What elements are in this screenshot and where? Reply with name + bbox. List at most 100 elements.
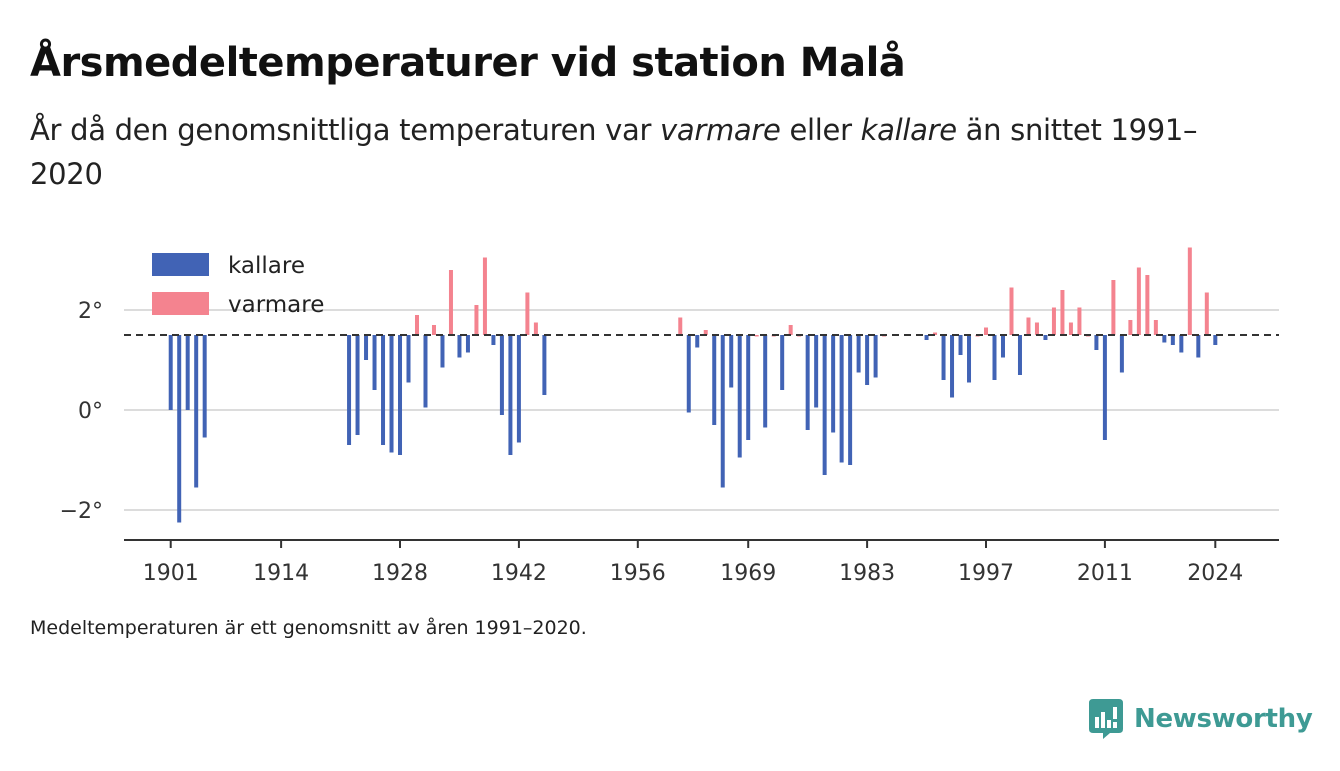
bar-kallare — [542, 335, 547, 395]
x-tick-label: 1997 — [958, 561, 1014, 586]
bar-kallare — [1179, 335, 1184, 353]
bar-varmare — [1204, 292, 1209, 335]
bar-varmare — [431, 325, 436, 335]
x-tick-label: 1983 — [839, 561, 895, 586]
bar-varmare — [1153, 320, 1158, 335]
bar-varmare — [414, 315, 419, 335]
bar-varmare — [1009, 287, 1014, 335]
bar-varmare — [1051, 307, 1056, 335]
bar-kallare — [958, 335, 963, 355]
bar-kallare — [465, 335, 470, 353]
bar-kallare — [194, 335, 199, 488]
y-tick-label: −2° — [60, 499, 103, 524]
bar-kallare — [347, 335, 352, 445]
bar-kallare — [1119, 335, 1124, 373]
bar-kallare — [457, 335, 462, 358]
bar-varmare — [1128, 320, 1133, 335]
bar-kallare — [1102, 335, 1107, 440]
bar-kallare — [398, 335, 403, 455]
bar-kallare — [1094, 335, 1099, 350]
bar-kallare — [1170, 335, 1175, 345]
bar-kallare — [941, 335, 946, 380]
x-tick-label: 1942 — [491, 561, 547, 586]
bar-kallare — [695, 335, 700, 348]
bar-kallare — [720, 335, 725, 488]
bar-kallare — [873, 335, 878, 378]
bar-kallare — [780, 335, 785, 390]
chart-title: Årsmedeltemperaturer vid station Malå — [30, 40, 906, 86]
bar-varmare — [1187, 247, 1192, 335]
x-tick-label: 2011 — [1077, 561, 1133, 586]
bar-varmare — [703, 330, 708, 335]
bar-kallare — [491, 335, 496, 345]
bar-kallare — [822, 335, 827, 475]
bars — [168, 247, 1218, 523]
footnote: Medeltemperaturen är ett genomsnitt av å… — [30, 617, 587, 639]
bar-varmare — [1136, 267, 1141, 335]
bar-kallare — [746, 335, 751, 440]
legend: kallare varmare — [152, 253, 324, 318]
bar-kallare — [686, 335, 691, 413]
subtitle-warm-word: varmare — [660, 113, 781, 147]
bar-kallare — [856, 335, 861, 373]
bar-kallare — [516, 335, 521, 443]
x-tick-label: 1901 — [143, 561, 199, 586]
bar-kallare — [406, 335, 411, 383]
bar-kallare — [848, 335, 853, 465]
bar-varmare — [482, 257, 487, 335]
gridlines — [124, 309, 1279, 511]
bar-kallare — [1000, 335, 1005, 358]
brand-name: Newsworthy — [1134, 704, 1313, 734]
bar-kallare — [508, 335, 513, 455]
bar-kallare — [389, 335, 394, 453]
bar-kallare — [364, 335, 369, 360]
bar-kallare — [967, 335, 972, 383]
bar-kallare — [168, 335, 173, 410]
x-axis: 1901 1914 1928 1942 1956 1969 1983 1997 2011 2024 — [124, 539, 1279, 586]
subtitle-text-3: än snittet 1991–2020 — [30, 113, 1198, 191]
subtitle-text-1: År då den genomsnittliga temperaturen va… — [30, 113, 661, 147]
bar-varmare — [448, 270, 453, 335]
legend-swatch-kallare — [152, 253, 209, 276]
bar-kallare — [763, 335, 768, 428]
bar-kallare — [381, 335, 386, 445]
bar-kallare — [355, 335, 360, 435]
bar-kallare — [814, 335, 819, 408]
bar-kallare — [712, 335, 717, 425]
y-axis-ticks: −2° 0° 2° — [60, 299, 103, 524]
x-tick-label: 1914 — [253, 561, 309, 586]
bar-kallare — [924, 335, 929, 340]
bar-varmare — [1111, 280, 1116, 335]
bar-kallare — [1017, 335, 1022, 375]
bar-kallare — [1162, 335, 1167, 343]
bar-varmare — [1077, 307, 1082, 335]
bar-kallare — [423, 335, 428, 408]
bar-varmare — [474, 305, 479, 335]
bar-kallare — [992, 335, 997, 380]
bar-varmare — [525, 292, 530, 335]
bar-varmare — [678, 317, 683, 335]
bar-varmare — [1034, 322, 1039, 335]
legend-label-kallare: kallare — [228, 253, 305, 279]
subtitle-cold-word: kallare — [860, 113, 957, 147]
bar-varmare — [533, 322, 538, 335]
bar-kallare — [440, 335, 445, 368]
bar-varmare — [984, 327, 989, 335]
bar-kallare — [839, 335, 844, 463]
subtitle-text-2: eller — [780, 113, 861, 147]
bar-kallare — [805, 335, 810, 430]
x-tick-label: 1969 — [720, 561, 776, 586]
bar-kallare — [185, 335, 190, 410]
newsworthy-logo-icon — [1089, 699, 1123, 739]
bar-varmare — [1068, 322, 1073, 335]
bar-kallare — [1213, 335, 1218, 345]
bar-varmare — [933, 332, 938, 335]
x-tick-label: 1928 — [372, 561, 428, 586]
bar-kallare — [831, 335, 836, 433]
bar-kallare — [177, 335, 182, 523]
chart-subtitle: År då den genomsnittliga temperaturen va… — [30, 108, 1250, 196]
bar-varmare — [1145, 275, 1150, 335]
bar-kallare — [1196, 335, 1201, 358]
bar-kallare — [729, 335, 734, 388]
x-tick-label: 1956 — [610, 561, 666, 586]
